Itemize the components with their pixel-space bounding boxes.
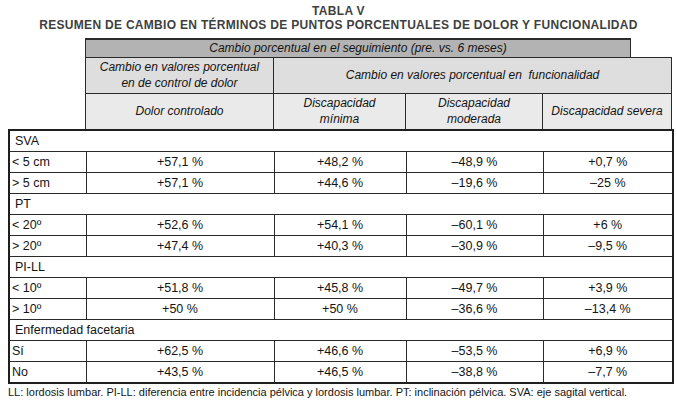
value-cell: +6 % xyxy=(543,215,673,236)
section-label: PI-LL xyxy=(9,257,673,278)
value-cell: +50 % xyxy=(86,299,274,320)
value-cell: –49,7 % xyxy=(406,278,543,299)
row-label: No xyxy=(9,362,86,384)
value-cell: +0,7 % xyxy=(543,152,673,173)
table-row: < 20º+52,6 %+54,1 %–60,1 %+6 % xyxy=(9,215,673,236)
value-cell: +48,2 % xyxy=(274,152,406,173)
value-cell: +44,6 % xyxy=(274,173,406,194)
value-cell: –48,9 % xyxy=(406,152,543,173)
value-cell: +45,8 % xyxy=(274,278,406,299)
value-cell: –53,5 % xyxy=(406,341,543,362)
header-col-dolor-controlado: Dolor controlado xyxy=(85,93,274,130)
section-row: PI-LL xyxy=(9,257,673,278)
value-cell: –7,7 % xyxy=(543,362,673,384)
value-cell: +6,9 % xyxy=(543,341,673,362)
value-cell: +40,3 % xyxy=(274,236,406,257)
value-cell: –36,6 % xyxy=(406,299,543,320)
value-cell: +51,8 % xyxy=(86,278,274,299)
page-title: TABLA V xyxy=(0,4,677,18)
value-cell: +50 % xyxy=(274,299,406,320)
value-cell: +46,5 % xyxy=(274,362,406,384)
section-label: PT xyxy=(9,194,673,215)
row-label: > 20º xyxy=(9,236,86,257)
header-band-seguimiento: Cambio porcentual en el seguimiento (pre… xyxy=(85,38,631,58)
value-cell: +43,5 % xyxy=(86,362,274,384)
value-cell: –19,6 % xyxy=(406,173,543,194)
tabla-v-page: TABLA V RESUMEN DE CAMBIO EN TÉRMINOS DE… xyxy=(0,0,677,406)
row-label: < 20º xyxy=(9,215,86,236)
row-label: < 10º xyxy=(9,278,86,299)
table-row: > 20º+47,4 %+40,3 %–30,9 %–9,5 % xyxy=(9,236,673,257)
value-cell: +54,1 % xyxy=(274,215,406,236)
value-cell: –30,9 % xyxy=(406,236,543,257)
header-col-discapacidad-severa: Discapacidad severa xyxy=(542,93,672,130)
table-row: No+43,5 %+46,5 %–38,8 %–7,7 % xyxy=(9,362,673,384)
value-cell: –38,8 % xyxy=(406,362,543,384)
section-label: SVA xyxy=(9,130,673,152)
value-cell: –25 % xyxy=(543,173,673,194)
header-col-discapacidad-moderada: Discapacidad moderada xyxy=(405,93,543,130)
row-label: < 5 cm xyxy=(9,152,86,173)
value-cell: +3,9 % xyxy=(543,278,673,299)
section-row: SVA xyxy=(9,130,673,152)
value-cell: +52,6 % xyxy=(86,215,274,236)
row-label: > 10º xyxy=(9,299,86,320)
header-group-control-dolor: Cambio en valores porcentual en de contr… xyxy=(85,57,274,94)
value-cell: +46,6 % xyxy=(274,341,406,362)
value-cell: +47,4 % xyxy=(86,236,274,257)
value-cell: –13,4 % xyxy=(543,299,673,320)
header-group-funcionalidad: Cambio en valores porcentual en funciona… xyxy=(273,57,672,94)
summary-table-body: SVA< 5 cm+57,1 %+48,2 %–48,9 %+0,7 %> 5 … xyxy=(9,130,673,383)
table-row: Sí+62,5 %+46,6 %–53,5 %+6,9 % xyxy=(9,341,673,362)
section-label: Enfermedad facetaria xyxy=(9,320,673,341)
table-row: < 5 cm+57,1 %+48,2 %–48,9 %+0,7 % xyxy=(9,152,673,173)
value-cell: –60,1 % xyxy=(406,215,543,236)
row-label: Sí xyxy=(9,341,86,362)
table-row: > 5 cm+57,1 %+44,6 %–19,6 %–25 % xyxy=(9,173,673,194)
summary-table: SVA< 5 cm+57,1 %+48,2 %–48,9 %+0,7 %> 5 … xyxy=(8,129,674,384)
row-label: > 5 cm xyxy=(9,173,86,194)
header-col-discapacidad-minima: Discapacidad mínima xyxy=(273,93,406,130)
value-cell: +57,1 % xyxy=(86,152,274,173)
section-row: Enfermedad facetaria xyxy=(9,320,673,341)
value-cell: +62,5 % xyxy=(86,341,274,362)
page-subtitle: RESUMEN DE CAMBIO EN TÉRMINOS DE PUNTOS … xyxy=(0,18,677,32)
value-cell: +57,1 % xyxy=(86,173,274,194)
section-row: PT xyxy=(9,194,673,215)
table-row: > 10º+50 %+50 %–36,6 %–13,4 % xyxy=(9,299,673,320)
value-cell: –9,5 % xyxy=(543,236,673,257)
footnote: LL: lordosis lumbar. PI-LL: diferencia e… xyxy=(8,386,668,398)
table-row: < 10º+51,8 %+45,8 %–49,7 %+3,9 % xyxy=(9,278,673,299)
